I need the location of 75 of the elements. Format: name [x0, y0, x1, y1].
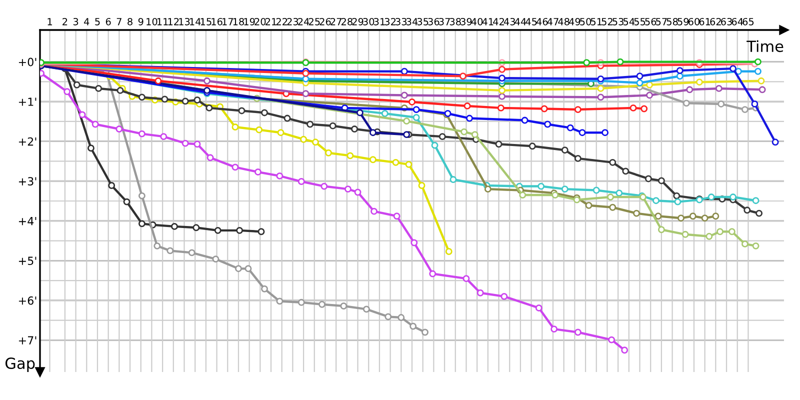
x-tick-label: 13	[179, 18, 190, 26]
x-tick-label: 52	[602, 18, 612, 26]
x-tick-label: 1	[48, 18, 52, 26]
x-tick-label: 39	[460, 18, 472, 26]
x-tick-label: 41	[482, 18, 494, 26]
x-tick-label: 14	[190, 18, 201, 26]
x-tick-label: 21	[266, 18, 276, 26]
x-tick-label: 45	[526, 18, 537, 26]
x-tick-label: 51	[590, 18, 602, 26]
y-axis-title: Gap	[5, 357, 35, 372]
x-tick-label: 36	[428, 18, 440, 26]
y-tick-label: +6'	[18, 296, 36, 305]
x-tick-label: 57	[656, 18, 667, 26]
x-tick-label: 4	[84, 18, 90, 26]
x-tick-label: 58	[666, 18, 678, 26]
x-tick-label: 10	[146, 18, 158, 26]
x-tick-label: 47	[547, 18, 558, 26]
y-tick-label: +7'	[18, 336, 36, 344]
x-axis-title: Time	[746, 40, 784, 52]
x-tick-label: 34	[406, 18, 418, 26]
x-tick-label: 15	[200, 18, 212, 26]
x-tick-label: 18	[233, 18, 244, 26]
x-tick-label: 60	[688, 18, 700, 26]
x-tick-label: 56	[645, 18, 656, 26]
x-tick-label: 16	[212, 18, 222, 26]
x-tick-label: 7	[116, 18, 122, 26]
y-tick-label: +5'	[18, 256, 36, 266]
x-tick-label: 32	[384, 18, 396, 26]
x-tick-label: 11	[157, 18, 168, 26]
x-tick-label: 48	[558, 18, 570, 26]
x-tick-label: 8	[128, 18, 132, 26]
x-tick-label: 65	[742, 18, 754, 26]
x-tick-label: 50	[580, 18, 592, 26]
x-tick-label: 6	[106, 18, 111, 26]
y-tick-label: +3'	[18, 177, 36, 186]
x-tick-label: 20	[254, 18, 266, 26]
x-tick-label: 49	[568, 18, 580, 26]
x-tick-label: 54	[623, 18, 635, 26]
x-tick-label: 25	[308, 18, 320, 26]
y-tick-label: +4'	[18, 217, 36, 226]
x-tick-label: 38	[450, 18, 461, 26]
y-tick-label: +1'	[18, 98, 36, 106]
x-tick-label: 46	[536, 18, 548, 26]
x-tick-label: 23	[287, 18, 298, 26]
x-tick-label: 43	[504, 18, 516, 26]
x-tick-label: 22	[276, 18, 288, 26]
x-tick-label: 24	[298, 18, 310, 26]
x-tick-label: 63	[721, 18, 732, 26]
x-tick-label: 40	[471, 18, 483, 26]
x-tick-label: 5	[95, 18, 100, 26]
x-tick-label: 27	[330, 18, 342, 26]
x-tick-label: 61	[699, 18, 710, 26]
x-tick-label: 17	[222, 18, 233, 26]
x-tick-label: 30	[363, 18, 374, 26]
x-tick-label: 55	[634, 18, 646, 26]
x-tick-label: 19	[244, 18, 255, 26]
x-tick-label: 59	[678, 18, 689, 26]
x-tick-label: 44	[514, 18, 526, 26]
x-tick-label: 9	[138, 18, 144, 26]
x-tick-label: 42	[493, 18, 504, 26]
x-tick-label: 2	[62, 18, 68, 26]
x-tick-label: 31	[374, 18, 385, 26]
x-tick-label: 62	[710, 18, 721, 26]
x-tick-label: 28	[341, 18, 352, 26]
x-tick-label: 29	[352, 18, 364, 26]
x-tick-label: 35	[417, 18, 428, 26]
y-tick-label: +0'	[18, 58, 36, 66]
x-tick-label: 26	[320, 18, 331, 26]
x-tick-label: 33	[396, 18, 407, 26]
x-tick-label: 53	[612, 18, 624, 26]
x-tick-label: 3	[73, 18, 78, 26]
x-tick-label: 12	[168, 18, 179, 26]
y-tick-label: +2'	[18, 137, 36, 146]
x-tick-label: 37	[439, 18, 450, 26]
x-tick-label: 64	[732, 18, 744, 26]
